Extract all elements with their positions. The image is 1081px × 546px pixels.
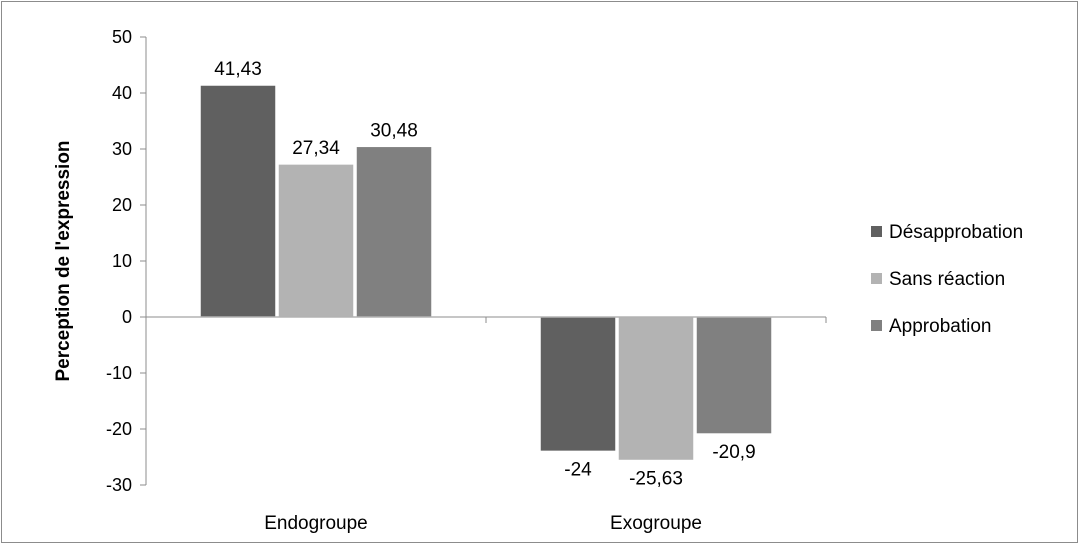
bar	[695, 316, 773, 435]
x-axis: Endogroupe Exogroupe	[145, 316, 827, 534]
data-label: 41,43	[214, 59, 262, 80]
y-tick-label: -10	[106, 363, 132, 383]
data-label: 27,34	[292, 138, 340, 159]
x-category-label: Endogroupe	[264, 513, 368, 534]
y-tick-label: 50	[112, 27, 132, 47]
legend-swatch	[871, 320, 882, 331]
y-axis: 50 40 30 20 10 0 -10 -20 -30	[106, 27, 147, 495]
legend-swatch	[871, 226, 882, 237]
bars	[199, 84, 773, 462]
y-axis-title: Perception de l'expression	[53, 140, 74, 381]
bar	[277, 163, 355, 318]
y-tick-label: 40	[112, 83, 132, 103]
bar	[539, 316, 617, 453]
y-tick-label: 30	[112, 139, 132, 159]
data-label: 30,48	[370, 120, 418, 141]
legend-label: Désapprobation	[889, 222, 1023, 243]
legend-label: Approbation	[889, 316, 991, 337]
bar	[355, 145, 433, 318]
data-labels: 41,43 27,34 30,48 -24 -25,63 -20,9	[214, 59, 755, 490]
y-tick-label: 10	[112, 251, 132, 271]
data-label: -24	[564, 459, 592, 480]
data-label: -20,9	[712, 442, 755, 463]
legend-label: Sans réaction	[889, 269, 1005, 290]
bar	[617, 316, 695, 462]
bar	[199, 84, 277, 318]
x-category-label: Exogroupe	[610, 513, 702, 534]
y-tick-label: 0	[122, 307, 132, 327]
legend-swatch	[871, 273, 882, 284]
y-tick-label: -30	[106, 475, 132, 495]
legend: Désapprobation Sans réaction Approbation	[871, 222, 1023, 337]
y-tick-label: -20	[106, 419, 132, 439]
data-label: -25,63	[629, 469, 683, 490]
y-tick-label: 20	[112, 195, 132, 215]
